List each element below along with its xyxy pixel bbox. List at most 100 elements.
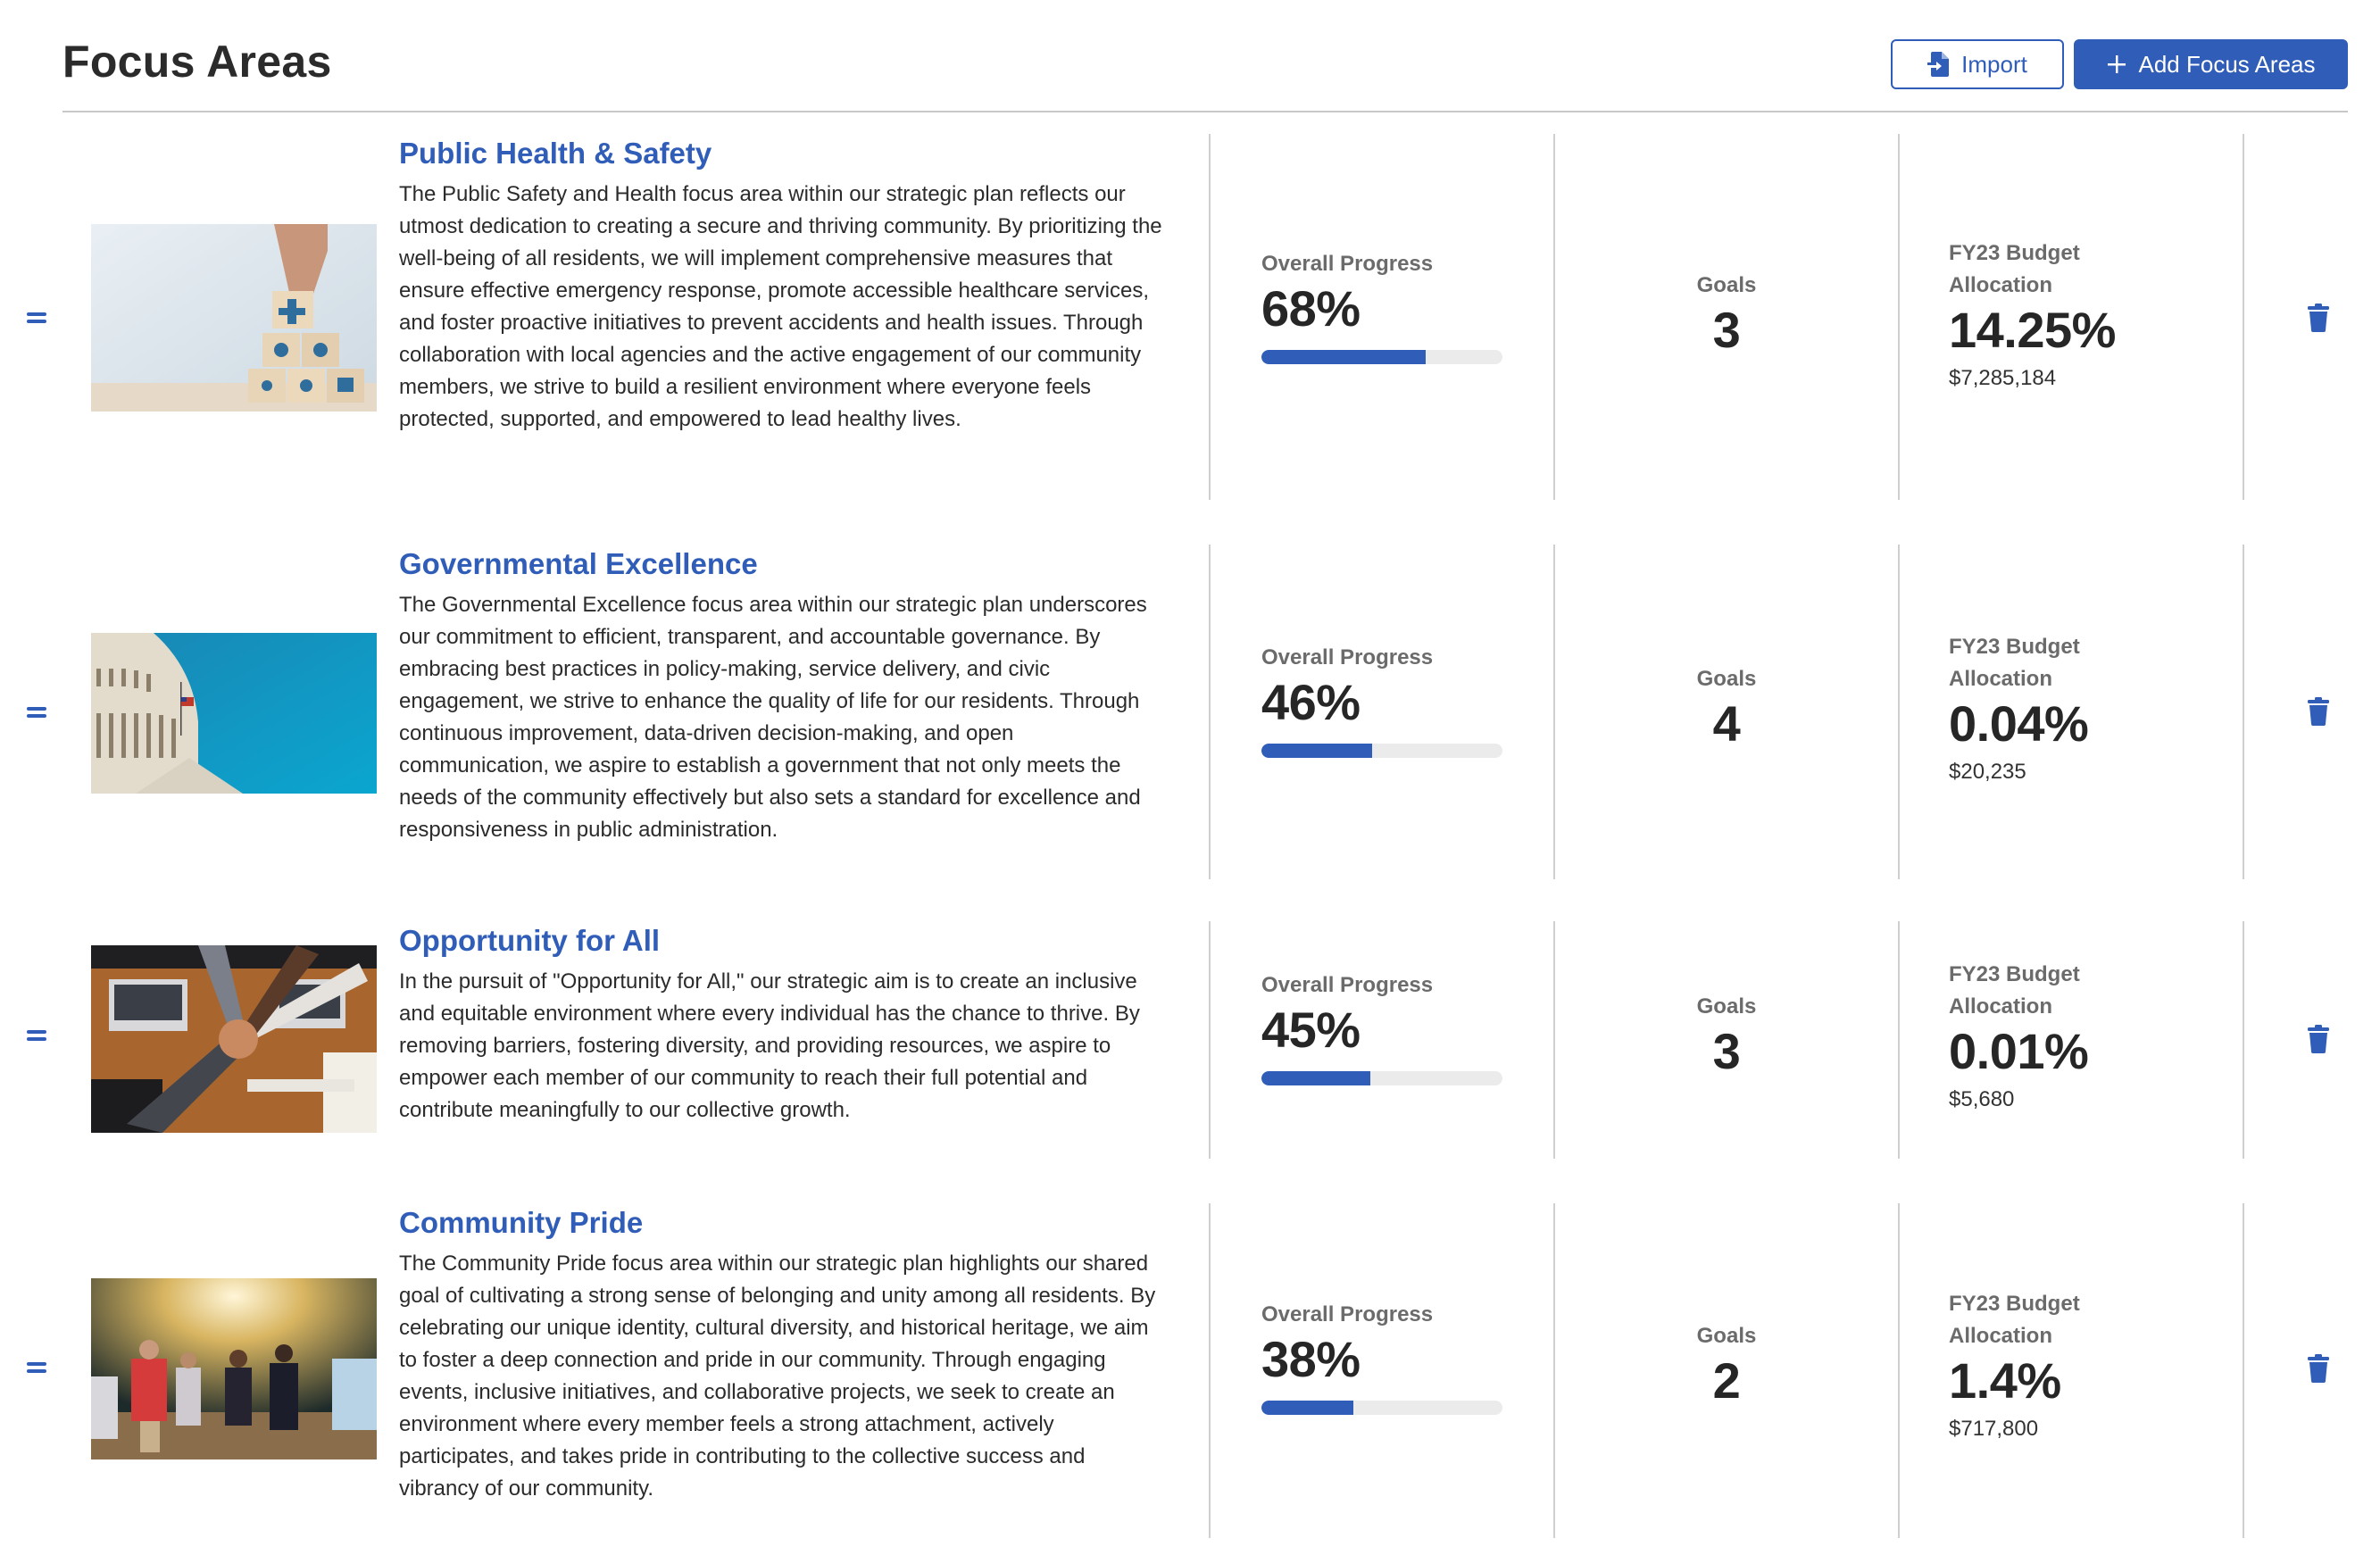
trash-icon[interactable] [2307, 1354, 2330, 1383]
progress-label: Overall Progress [1261, 1302, 1434, 1326]
column-divider [1898, 921, 1900, 1159]
budget-percent: 0.04% [1949, 695, 2089, 752]
progress-cell: Overall Progress 38% [1261, 1299, 1502, 1415]
health-blocks-image [91, 224, 377, 412]
progress-value: 46% [1261, 674, 1361, 730]
budget-label-line2: Allocation [1949, 994, 2053, 1019]
goals-label: Goals [1696, 273, 1757, 297]
progress-bar-fill [1261, 1071, 1370, 1085]
progress-value: 45% [1261, 1002, 1361, 1058]
column-divider [1209, 921, 1211, 1159]
import-button[interactable]: Import [1891, 39, 2064, 89]
plus-icon [2107, 54, 2126, 74]
column-divider [2243, 134, 2244, 500]
column-divider [1553, 921, 1555, 1159]
focus-area-description: The Governmental Excellence focus area w… [399, 593, 1147, 842]
budget-percent: 14.25% [1949, 302, 2116, 358]
column-divider [1898, 1203, 1900, 1538]
budget-cell: FY23 Budget Allocation 1.4% $717,800 [1949, 1288, 2080, 1445]
file-import-icon [1927, 52, 1950, 77]
budget-label-line2: Allocation [1949, 667, 2053, 691]
drag-handle-icon[interactable] [27, 707, 46, 719]
goals-value: 3 [1712, 302, 1741, 358]
column-divider [2243, 1203, 2244, 1538]
focus-area-content: Public Health & Safety The Public Safety… [399, 134, 1167, 436]
trash-icon[interactable] [2307, 1025, 2330, 1053]
page-header: Focus Areas Import Add Focus Areas [62, 0, 2348, 112]
budget-label-line1: FY23 Budget [1949, 241, 2080, 265]
progress-cell: Overall Progress 45% [1261, 969, 1502, 1085]
focus-area-content: Governmental Excellence The Governmental… [399, 545, 1167, 846]
progress-label: Overall Progress [1261, 645, 1434, 669]
column-divider [1209, 545, 1211, 879]
focus-area-description: The Community Pride focus area within ou… [399, 1251, 1156, 1501]
goals-cell: Goals 3 [1554, 991, 1899, 1080]
progress-bar [1261, 744, 1502, 758]
budget-amount: $5,680 [1949, 1087, 2015, 1111]
budget-label-line1: FY23 Budget [1949, 635, 2080, 659]
import-label: Import [1961, 50, 2027, 78]
progress-value: 68% [1261, 280, 1361, 337]
focus-area-content: Community Pride The Community Pride focu… [399, 1203, 1167, 1505]
trash-icon[interactable] [2307, 697, 2330, 726]
progress-bar-fill [1261, 350, 1426, 364]
column-divider [1209, 134, 1211, 500]
budget-label-line1: FY23 Budget [1949, 1292, 2080, 1316]
budget-cell: FY23 Budget Allocation 0.04% $20,235 [1949, 631, 2089, 788]
progress-bar-fill [1261, 744, 1373, 758]
focus-area-row: Governmental Excellence The Governmental… [0, 545, 2380, 884]
column-divider [1209, 1203, 1211, 1538]
budget-label-line2: Allocation [1949, 1324, 2053, 1348]
progress-label: Overall Progress [1261, 973, 1434, 997]
progress-label: Overall Progress [1261, 252, 1434, 276]
focus-area-title[interactable]: Community Pride [399, 1206, 644, 1239]
budget-cell: FY23 Budget Allocation 0.01% $5,680 [1949, 959, 2089, 1116]
budget-amount: $20,235 [1949, 760, 2026, 784]
goals-label: Goals [1696, 667, 1757, 691]
add-focus-areas-button[interactable]: Add Focus Areas [2074, 39, 2348, 89]
drag-handle-icon[interactable] [27, 312, 46, 325]
focus-area-description: The Public Safety and Health focus area … [399, 182, 1162, 431]
focus-area-row: Opportunity for All In the pursuit of "O… [0, 921, 2380, 1162]
progress-bar [1261, 350, 1502, 364]
crowd-festival-image [91, 1278, 377, 1459]
budget-label-line1: FY23 Budget [1949, 962, 2080, 986]
progress-bar [1261, 1401, 1502, 1415]
goals-value: 3 [1712, 1023, 1741, 1079]
goals-cell: Goals 3 [1554, 270, 1899, 359]
add-focus-areas-label: Add Focus Areas [2138, 50, 2316, 78]
column-divider [1898, 545, 1900, 879]
team-hands-image [91, 945, 377, 1133]
column-divider [1553, 545, 1555, 879]
goals-label: Goals [1696, 994, 1757, 1019]
focus-area-title[interactable]: Governmental Excellence [399, 547, 758, 580]
goals-value: 4 [1712, 695, 1741, 752]
goals-value: 2 [1712, 1352, 1741, 1409]
goals-label: Goals [1696, 1324, 1757, 1348]
column-divider [1553, 134, 1555, 500]
drag-handle-icon[interactable] [27, 1362, 46, 1375]
focus-area-content: Opportunity for All In the pursuit of "O… [399, 921, 1167, 1127]
column-divider [1898, 134, 1900, 500]
budget-amount: $7,285,184 [1949, 366, 2057, 390]
focus-area-description: In the pursuit of "Opportunity for All,"… [399, 969, 1140, 1122]
goals-cell: Goals 4 [1554, 663, 1899, 753]
budget-label-line2: Allocation [1949, 273, 2053, 297]
capitol-dome-image [91, 633, 377, 794]
budget-amount: $717,800 [1949, 1417, 2039, 1441]
budget-cell: FY23 Budget Allocation 14.25% $7,285,184 [1949, 237, 2116, 395]
page-title: Focus Areas [62, 37, 332, 87]
focus-area-row: Community Pride The Community Pride focu… [0, 1203, 2380, 1543]
trash-icon[interactable] [2307, 304, 2330, 332]
drag-handle-icon[interactable] [27, 1030, 46, 1043]
focus-area-title[interactable]: Opportunity for All [399, 924, 661, 957]
progress-bar-fill [1261, 1401, 1353, 1415]
focus-area-title[interactable]: Public Health & Safety [399, 137, 712, 170]
progress-cell: Overall Progress 68% [1261, 248, 1502, 364]
budget-percent: 0.01% [1949, 1023, 2089, 1079]
column-divider [2243, 921, 2244, 1159]
progress-cell: Overall Progress 46% [1261, 642, 1502, 758]
progress-bar [1261, 1071, 1502, 1085]
column-divider [2243, 545, 2244, 879]
progress-value: 38% [1261, 1331, 1361, 1387]
